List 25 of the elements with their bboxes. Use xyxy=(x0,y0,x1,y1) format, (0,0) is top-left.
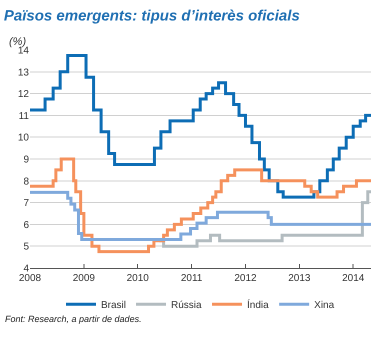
y-tick-label: 6 xyxy=(23,220,30,231)
y-tick-label: 5 xyxy=(23,242,30,253)
x-tick-label: 2011 xyxy=(180,273,203,284)
y-tick-label: 11 xyxy=(18,110,30,122)
legend-label: Índia xyxy=(247,299,270,312)
y-tick-label: 13 xyxy=(18,67,30,78)
y-tick-label: 7 xyxy=(23,198,30,210)
legend-label: Xina xyxy=(314,300,335,312)
y-tick-label: 9 xyxy=(23,154,30,166)
x-tick-label: 2013 xyxy=(288,273,311,284)
text: Font: Research, a partir de dades. xyxy=(5,314,142,324)
x-tick-label: 2010 xyxy=(126,273,150,284)
x-tick-label: 2008 xyxy=(18,273,42,284)
y-tick-label: 4 xyxy=(23,264,30,274)
y-tick-label: 8 xyxy=(23,176,30,188)
y-tick-label: 12 xyxy=(18,89,30,100)
chart-title: Països emergents: tipus d’interès oficials xyxy=(4,8,300,25)
y-tick-label: 14 xyxy=(18,46,30,56)
x-tick-label: 2012 xyxy=(234,273,258,284)
legend-label: Rússia xyxy=(171,300,202,312)
x-tick-label: 2014 xyxy=(342,273,365,284)
y-tick-label: 10 xyxy=(18,132,30,144)
legend-label: Brasil xyxy=(101,300,126,312)
y-axis-title: (%) xyxy=(9,36,26,48)
x-tick-label: 2009 xyxy=(72,273,96,284)
